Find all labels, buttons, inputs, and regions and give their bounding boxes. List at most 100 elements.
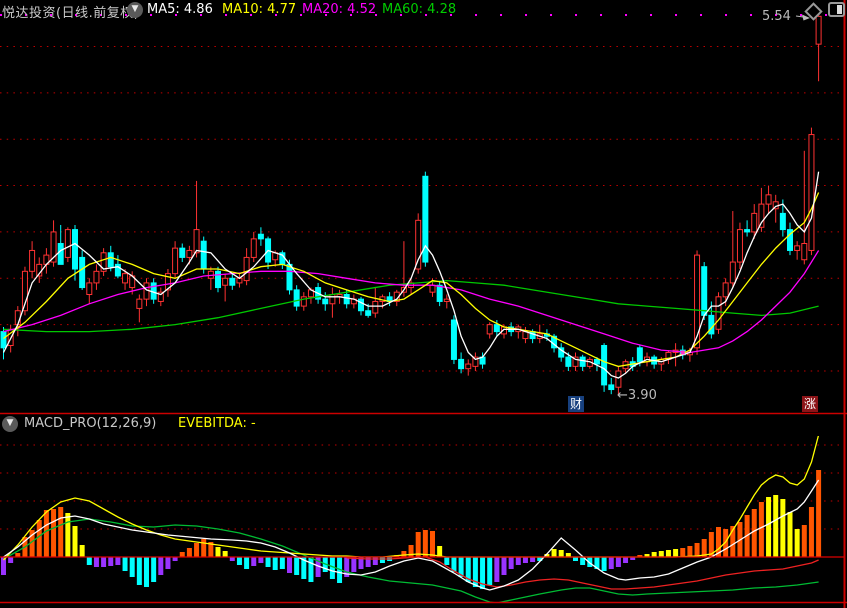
macd-histogram-bar xyxy=(751,509,757,557)
candle-body xyxy=(200,240,207,270)
chevron-down-icon[interactable]: ▼ xyxy=(2,416,18,432)
macd-histogram-bar xyxy=(580,557,586,565)
candle-body xyxy=(186,249,193,258)
macd-histogram-bar xyxy=(816,470,822,557)
macd-panel xyxy=(0,436,844,602)
candle-body xyxy=(744,229,751,233)
macd-histogram-bar xyxy=(115,557,121,565)
macd-histogram-bar xyxy=(372,557,378,565)
candle-body xyxy=(601,345,608,386)
candle-body xyxy=(593,358,600,365)
macd-histogram-bar xyxy=(730,526,736,557)
price-panel xyxy=(0,14,844,395)
candle-body xyxy=(701,266,708,316)
macd-histogram-bar xyxy=(630,557,636,560)
candle-body xyxy=(0,331,7,349)
macd-histogram-bar xyxy=(308,557,314,582)
macd-histogram-bar xyxy=(472,557,478,587)
macd-histogram-bar xyxy=(530,557,536,562)
macd-histogram-bar xyxy=(365,557,371,567)
split-panel-icon[interactable] xyxy=(828,2,845,17)
macd-histogram-bar xyxy=(808,507,814,557)
macd-histogram-bar xyxy=(236,557,242,565)
macd-histogram-bar xyxy=(172,557,178,561)
macd-histogram-bar xyxy=(1,557,6,575)
candle-body xyxy=(243,256,250,282)
rise-event-badge[interactable]: 涨 xyxy=(802,396,818,412)
candle-body xyxy=(765,194,772,205)
macd-histogram-bar xyxy=(144,557,149,587)
chevron-down-icon[interactable]: ▼ xyxy=(127,2,143,18)
macd-histogram-bar xyxy=(480,557,486,589)
macd-histogram-bar xyxy=(129,557,135,577)
macd-histogram-bar xyxy=(265,557,271,567)
macd-histogram-bar xyxy=(766,497,772,557)
macd-histogram-bar xyxy=(694,543,700,557)
macd-histogram-bar xyxy=(758,502,764,557)
macd-histogram-bar xyxy=(501,557,507,575)
macd-histogram-bar xyxy=(708,532,714,557)
macd-histogram-bar xyxy=(415,532,421,557)
macd-histogram-bar xyxy=(194,543,200,557)
macd-histogram-bar xyxy=(437,546,443,557)
candle-body xyxy=(329,294,336,305)
macd-histogram-bar xyxy=(358,557,364,569)
candle-body xyxy=(572,356,579,367)
macd-histogram-bar xyxy=(651,552,657,557)
candle-body xyxy=(608,384,615,391)
macd-histogram-bar xyxy=(279,557,285,569)
macd-histogram-bar xyxy=(86,557,92,565)
macd-histogram-bar xyxy=(658,551,664,557)
candle-body xyxy=(157,291,164,302)
candle-body xyxy=(193,229,200,254)
macd-histogram-bar xyxy=(8,557,14,563)
macd-histogram-bar xyxy=(801,525,807,557)
macd-histogram-bar xyxy=(673,549,679,557)
candle-body xyxy=(615,370,622,388)
candle-body xyxy=(300,296,307,307)
macd-histogram-bar xyxy=(565,553,571,557)
candle-body xyxy=(722,282,729,298)
high-annotation-arrowhead xyxy=(802,14,810,21)
ma10-value: MA10: 4.77 xyxy=(222,2,297,17)
ma20-value: MA20: 4.52 xyxy=(302,2,377,17)
candle-body xyxy=(222,277,229,286)
candle-body xyxy=(250,238,257,258)
macd-histogram-bar xyxy=(165,557,171,569)
candle-body xyxy=(579,356,586,367)
candle-body xyxy=(29,249,36,272)
candle-body xyxy=(729,261,736,284)
buy-signal-dot xyxy=(680,350,685,355)
candle-body xyxy=(229,277,236,286)
candle-body xyxy=(758,203,765,228)
ma60-value: MA60: 4.28 xyxy=(382,2,457,17)
candle-body xyxy=(465,363,472,370)
candle-body xyxy=(79,256,86,289)
macd-histogram-bar xyxy=(301,557,307,579)
candle-body xyxy=(708,314,715,335)
macd-line-aux-red xyxy=(346,556,819,590)
macd-histogram-bar xyxy=(487,557,493,585)
macd-histogram-bar xyxy=(315,557,321,577)
macd-histogram-bar xyxy=(794,529,800,557)
macd-histogram-bar xyxy=(215,547,221,557)
macd-histogram-bar xyxy=(508,557,514,569)
ma5-value: MA5: 4.86 xyxy=(147,2,213,17)
candle-body xyxy=(257,233,264,240)
macd-histogram-bar xyxy=(601,557,607,571)
stock-title: 悦达投资(日线.前复权) xyxy=(2,6,140,21)
ma-line-MA60 xyxy=(3,279,819,333)
candle-body xyxy=(164,273,171,291)
macd-histogram-bar xyxy=(444,557,450,565)
low-price-label: ←3.90 xyxy=(617,388,657,403)
finance-news-badge[interactable]: 财 xyxy=(568,396,584,412)
macd-histogram-bar xyxy=(701,539,707,557)
macd-histogram-bar xyxy=(272,557,278,570)
macd-histogram-bar xyxy=(229,557,235,561)
candle-body xyxy=(636,347,643,363)
macd-histogram-bar xyxy=(329,557,335,579)
macd-histogram-bar xyxy=(108,557,114,566)
candle-body xyxy=(415,219,422,270)
